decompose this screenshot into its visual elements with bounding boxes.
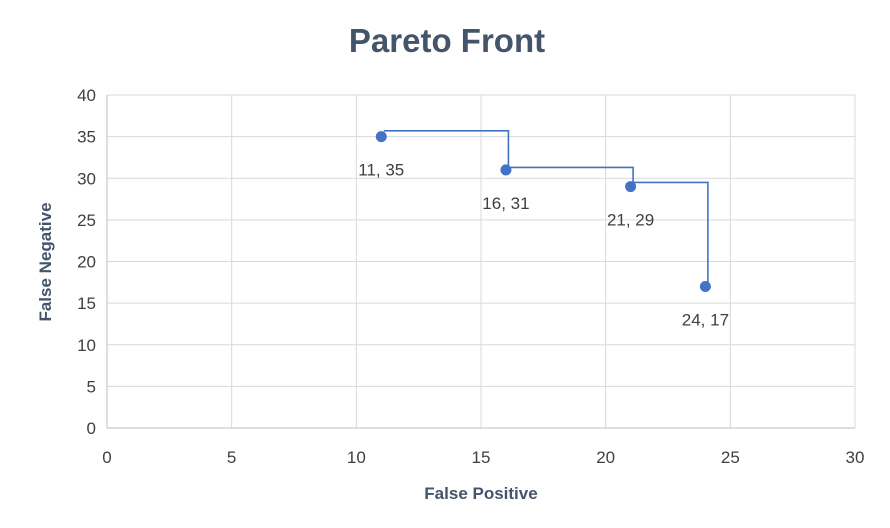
x-tick-label: 25 bbox=[721, 448, 740, 467]
pareto-step-line bbox=[383, 129, 709, 287]
y-tick-label: 0 bbox=[87, 419, 96, 438]
x-tick-label: 30 bbox=[846, 448, 865, 467]
data-point bbox=[500, 164, 512, 176]
data-point bbox=[375, 131, 387, 143]
x-tick-label: 15 bbox=[472, 448, 491, 467]
y-tick-label: 20 bbox=[77, 253, 96, 272]
y-axis-title: False Negative bbox=[36, 202, 55, 321]
data-point bbox=[699, 280, 711, 292]
step-line bbox=[383, 129, 709, 287]
y-tick-label: 5 bbox=[87, 377, 96, 396]
data-label: 11, 35 bbox=[358, 161, 404, 180]
y-tick-label: 15 bbox=[77, 294, 96, 313]
x-tick-labels: 0 5 10 15 20 25 30 bbox=[102, 448, 864, 467]
data-label: 16, 31 bbox=[482, 194, 529, 213]
x-tick-label: 0 bbox=[102, 448, 111, 467]
axes bbox=[106, 95, 855, 429]
y-tick-label: 35 bbox=[77, 128, 96, 147]
y-tick-label: 30 bbox=[77, 169, 96, 188]
data-label: 24, 17 bbox=[682, 310, 729, 329]
data-label: 21, 29 bbox=[607, 211, 654, 230]
x-tick-label: 20 bbox=[596, 448, 615, 467]
data-points bbox=[375, 131, 711, 292]
y-tick-labels: 0 5 10 15 20 25 30 35 40 bbox=[77, 86, 96, 438]
x-axis-title: False Positive bbox=[424, 484, 537, 503]
y-tick-label: 10 bbox=[77, 336, 96, 355]
data-labels: 11, 35 16, 31 21, 29 24, 17 bbox=[358, 161, 729, 330]
y-tick-label: 40 bbox=[77, 86, 96, 105]
x-tick-label: 5 bbox=[227, 448, 236, 467]
y-tick-label: 25 bbox=[77, 211, 96, 230]
chart-title: Pareto Front bbox=[349, 22, 545, 59]
gridlines bbox=[107, 94, 856, 428]
x-tick-label: 10 bbox=[347, 448, 366, 467]
data-point bbox=[625, 181, 637, 193]
